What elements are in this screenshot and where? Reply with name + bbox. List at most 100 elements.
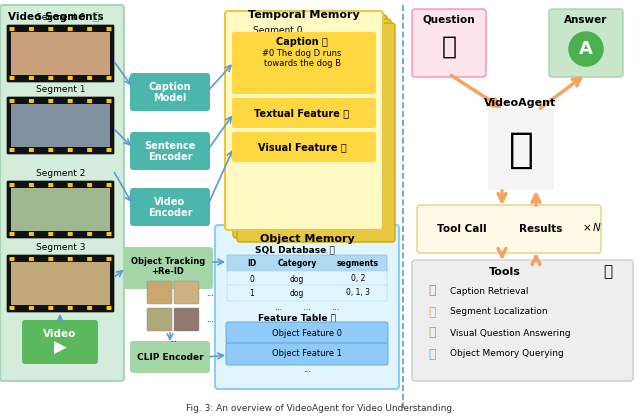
- FancyBboxPatch shape: [29, 232, 34, 236]
- Text: ▶: ▶: [54, 339, 67, 357]
- Text: Segment 0: Segment 0: [253, 26, 303, 35]
- FancyBboxPatch shape: [7, 255, 114, 312]
- FancyBboxPatch shape: [11, 188, 110, 231]
- FancyBboxPatch shape: [215, 225, 399, 389]
- FancyBboxPatch shape: [106, 257, 111, 261]
- FancyBboxPatch shape: [11, 104, 110, 147]
- FancyBboxPatch shape: [68, 257, 73, 261]
- FancyBboxPatch shape: [68, 148, 73, 152]
- FancyBboxPatch shape: [48, 76, 53, 80]
- FancyBboxPatch shape: [29, 306, 34, 310]
- FancyBboxPatch shape: [7, 25, 114, 82]
- FancyBboxPatch shape: [68, 183, 73, 187]
- Text: Answer: Answer: [564, 15, 608, 25]
- Text: Object Tracking: Object Tracking: [131, 257, 205, 265]
- Text: 🔧: 🔧: [428, 327, 436, 339]
- FancyBboxPatch shape: [68, 76, 73, 80]
- Text: Visual Feature 🔧: Visual Feature 🔧: [258, 142, 346, 152]
- FancyBboxPatch shape: [48, 99, 53, 103]
- Text: Encoder: Encoder: [148, 208, 192, 218]
- FancyBboxPatch shape: [48, 148, 53, 152]
- Text: Object Feature 1: Object Feature 1: [272, 349, 342, 359]
- Text: 🤖: 🤖: [509, 129, 534, 171]
- Text: Segment 0: Segment 0: [36, 13, 85, 22]
- FancyBboxPatch shape: [68, 232, 73, 236]
- Text: Segment Localization: Segment Localization: [450, 307, 548, 317]
- Text: A: A: [579, 40, 593, 58]
- Text: ...: ...: [303, 366, 311, 374]
- FancyBboxPatch shape: [29, 257, 34, 261]
- Text: Caption: Caption: [148, 82, 191, 92]
- Text: ...         ...         ...: ... ... ...: [275, 302, 339, 312]
- FancyBboxPatch shape: [87, 148, 92, 152]
- Text: Segment 3: Segment 3: [36, 243, 85, 252]
- FancyBboxPatch shape: [147, 308, 172, 331]
- FancyBboxPatch shape: [10, 306, 15, 310]
- Text: 🔧: 🔧: [428, 285, 436, 297]
- Text: Video Segments: Video Segments: [8, 12, 104, 22]
- FancyBboxPatch shape: [106, 76, 111, 80]
- FancyBboxPatch shape: [106, 99, 111, 103]
- FancyBboxPatch shape: [7, 181, 114, 238]
- Text: +Re-ID: +Re-ID: [152, 267, 184, 277]
- FancyBboxPatch shape: [48, 27, 53, 31]
- Text: 🔧: 🔧: [428, 305, 436, 319]
- FancyBboxPatch shape: [87, 76, 92, 80]
- Text: CLIP Encoder: CLIP Encoder: [137, 352, 204, 362]
- FancyBboxPatch shape: [0, 5, 124, 381]
- Text: Segment 1: Segment 1: [36, 85, 85, 94]
- Text: 0: 0: [250, 275, 255, 283]
- Text: Model: Model: [154, 93, 187, 103]
- FancyBboxPatch shape: [10, 99, 15, 103]
- Text: SQL Database 🔧: SQL Database 🔧: [255, 245, 335, 255]
- FancyBboxPatch shape: [68, 306, 73, 310]
- Text: Tools: Tools: [489, 267, 521, 277]
- FancyBboxPatch shape: [87, 232, 92, 236]
- FancyBboxPatch shape: [233, 19, 391, 238]
- Text: 🔧: 🔧: [428, 347, 436, 361]
- FancyBboxPatch shape: [11, 262, 110, 305]
- FancyBboxPatch shape: [10, 76, 15, 80]
- Text: Tool Call: Tool Call: [437, 224, 487, 234]
- FancyBboxPatch shape: [227, 255, 387, 273]
- FancyBboxPatch shape: [225, 11, 383, 230]
- FancyBboxPatch shape: [232, 32, 376, 94]
- Text: Feature Table 🔧: Feature Table 🔧: [258, 314, 336, 322]
- FancyBboxPatch shape: [68, 99, 73, 103]
- FancyBboxPatch shape: [29, 99, 34, 103]
- FancyBboxPatch shape: [412, 260, 633, 381]
- FancyBboxPatch shape: [10, 232, 15, 236]
- Text: Fig. 3: An overview of VideoAgent for Video Understanding.: Fig. 3: An overview of VideoAgent for Vi…: [186, 404, 454, 413]
- FancyBboxPatch shape: [106, 148, 111, 152]
- FancyBboxPatch shape: [29, 183, 34, 187]
- Text: ...: ...: [169, 335, 177, 344]
- FancyBboxPatch shape: [10, 257, 15, 261]
- FancyBboxPatch shape: [106, 183, 111, 187]
- Text: 🧰: 🧰: [604, 265, 612, 280]
- FancyBboxPatch shape: [29, 76, 34, 80]
- Circle shape: [569, 32, 603, 66]
- Text: Sentence: Sentence: [144, 141, 196, 151]
- FancyBboxPatch shape: [232, 98, 376, 128]
- Text: 🔧: 🔧: [93, 12, 99, 22]
- FancyBboxPatch shape: [48, 257, 53, 261]
- FancyBboxPatch shape: [549, 9, 623, 77]
- FancyBboxPatch shape: [130, 341, 210, 373]
- FancyBboxPatch shape: [174, 308, 199, 331]
- FancyBboxPatch shape: [147, 281, 172, 304]
- FancyBboxPatch shape: [106, 232, 111, 236]
- FancyBboxPatch shape: [68, 27, 73, 31]
- Text: dog: dog: [290, 275, 304, 283]
- Text: ...: ...: [206, 315, 214, 324]
- Text: segments: segments: [337, 260, 379, 268]
- Text: ❓: ❓: [442, 35, 456, 59]
- FancyBboxPatch shape: [87, 257, 92, 261]
- Text: Object Memory: Object Memory: [260, 234, 355, 244]
- FancyBboxPatch shape: [10, 148, 15, 152]
- FancyBboxPatch shape: [232, 132, 376, 162]
- Text: Category: Category: [277, 260, 317, 268]
- FancyBboxPatch shape: [130, 73, 210, 111]
- Text: dog: dog: [290, 289, 304, 297]
- FancyBboxPatch shape: [123, 247, 213, 289]
- FancyBboxPatch shape: [7, 97, 114, 154]
